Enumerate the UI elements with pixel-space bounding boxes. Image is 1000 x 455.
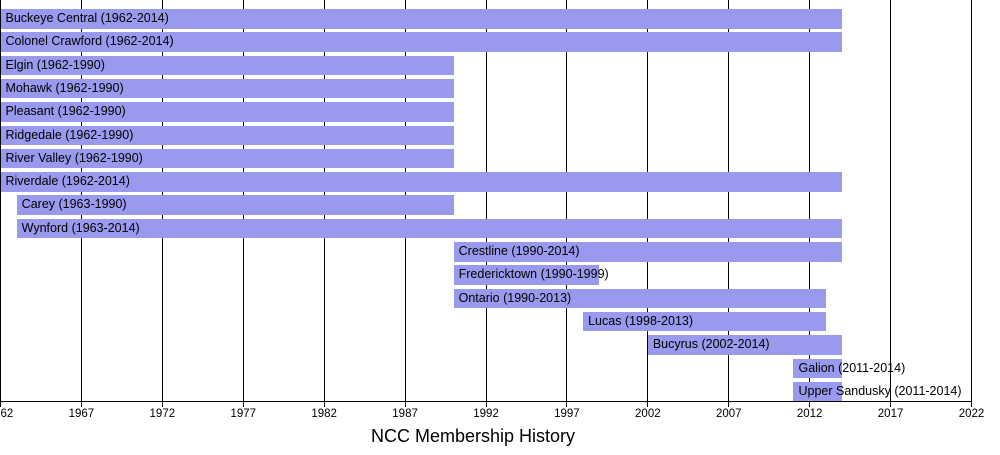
- gridline: [728, 0, 730, 402]
- bar-label: Colonel Crawford (1962-2014): [5, 34, 174, 49]
- gridline: [890, 0, 892, 402]
- x-tick: [323, 402, 325, 407]
- bar-label: Mohawk (1962-1990): [5, 80, 124, 95]
- timeline-bar: Crestline (1990-2014): [453, 242, 843, 262]
- x-tick: [971, 402, 972, 407]
- x-tick: [161, 402, 163, 407]
- timeline-bar: Mohawk (1962-1990): [0, 78, 454, 99]
- gridline: [809, 0, 811, 402]
- timeline-bar: Ontario (1990-2013): [453, 288, 826, 309]
- timeline-bar: Lucas (1998-2013): [583, 311, 826, 332]
- timeline-bar: Fredericktown (1990-1999): [453, 265, 609, 285]
- timeline-bar: Upper Sandusky (2011-2014): [793, 381, 962, 402]
- x-tick: [809, 402, 811, 407]
- x-tick: [647, 402, 649, 407]
- gridline: [647, 0, 649, 402]
- timeline-bar: Ridgedale (1962-1990): [0, 125, 454, 145]
- bar-label: Crestline (1990-2014): [458, 244, 580, 258]
- x-tick: [728, 402, 730, 407]
- timeline-bar: Colonel Crawford (1962-2014): [0, 32, 843, 52]
- x-tick-label: 2022: [958, 408, 985, 420]
- x-tick: [242, 402, 244, 407]
- x-tick: [80, 402, 82, 407]
- x-tick-label: 1967: [68, 408, 95, 420]
- bar-label: Wynford (1963-2014): [21, 220, 140, 235]
- timeline-bar: Riverdale (1962-2014): [0, 172, 843, 192]
- gridline: [566, 0, 568, 402]
- x-tick-label: 1997: [554, 408, 580, 420]
- bar-label: Ontario (1990-2013): [458, 290, 572, 305]
- x-tick-label: 1982: [311, 408, 337, 420]
- x-tick-label: 1962: [0, 408, 14, 420]
- bar-label: Pleasant (1962-1990): [5, 104, 126, 119]
- x-tick: [485, 402, 487, 407]
- x-tick-label: 2002: [635, 408, 661, 420]
- x-tick: [404, 402, 406, 407]
- x-tick-label: 2007: [715, 408, 742, 420]
- bar-label: Upper Sandusky (2011-2014): [798, 383, 962, 398]
- bar-label: Riverdale (1962-2014): [5, 174, 130, 189]
- bar-label: Bucyrus (2002-2014): [652, 337, 770, 352]
- timeline-bar: Galion (2011-2014): [793, 358, 905, 378]
- timeline-bar: Pleasant (1962-1990): [0, 102, 454, 122]
- x-tick-label: 1977: [230, 408, 257, 420]
- gridline: [971, 0, 972, 402]
- x-tick-label: 1987: [392, 408, 418, 420]
- timeline-bar: Bucyrus (2002-2014): [647, 335, 843, 355]
- bar-label: Galion (2011-2014): [798, 360, 906, 375]
- bar-label: Fredericktown (1990-1999): [458, 267, 609, 282]
- x-axis-line: [0, 401, 972, 402]
- timeline-bar: Buckeye Central (1962-2014): [0, 9, 843, 29]
- timeline-bar: Carey (1963-1990): [16, 195, 454, 215]
- x-tick: [566, 402, 568, 407]
- bar-label: Buckeye Central (1962-2014): [5, 11, 169, 25]
- timeline-bar: Wynford (1963-2014): [16, 218, 843, 239]
- x-tick-label: 1972: [149, 408, 176, 420]
- bar-label: Lucas (1998-2013): [588, 313, 694, 328]
- gridline: [0, 0, 1, 402]
- gridline: [485, 0, 487, 402]
- x-tick-label: 2012: [796, 408, 823, 420]
- bar-label: Ridgedale (1962-1990): [5, 127, 134, 142]
- x-tick-label: 2017: [877, 408, 904, 420]
- x-tick: [0, 402, 1, 407]
- bar-label: River Valley (1962-1990): [5, 150, 143, 165]
- timeline-bar: River Valley (1962-1990): [0, 148, 454, 169]
- chart-title: NCC Membership History: [370, 426, 576, 446]
- x-tick-label: 1992: [473, 408, 499, 420]
- x-tick: [890, 402, 892, 407]
- timeline-bar: Elgin (1962-1990): [0, 55, 454, 76]
- bar-label: Carey (1963-1990): [21, 197, 127, 212]
- bar-label: Elgin (1962-1990): [5, 57, 105, 72]
